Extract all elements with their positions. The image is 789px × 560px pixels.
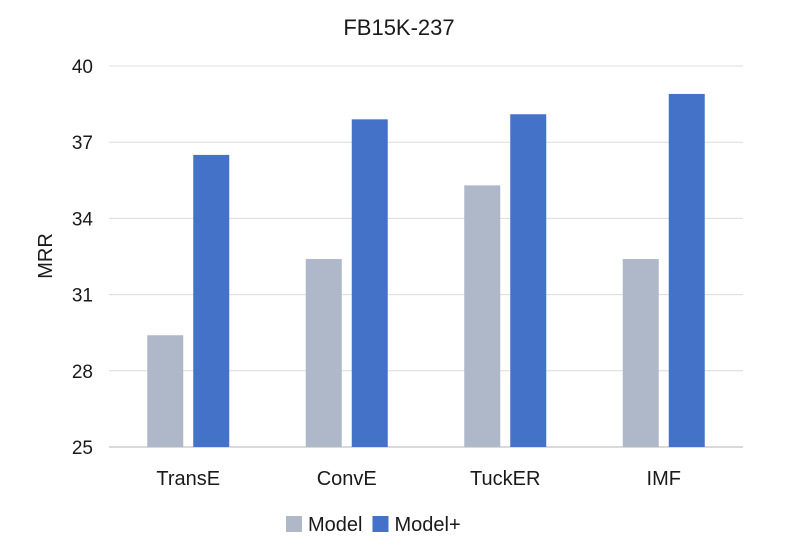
bar-transe-model [147, 335, 184, 447]
bar-imf-model-plus [668, 93, 705, 447]
bar-tucker-model-plus [510, 114, 547, 447]
bar-transe-model-plus [193, 154, 230, 447]
bar-conve-model-plus [351, 119, 388, 447]
y-tick-label: 34 [72, 209, 94, 230]
y-tick-label: 37 [72, 133, 93, 154]
bar-conve-model [305, 259, 342, 447]
y-tick-label: 25 [72, 438, 93, 459]
chart-title: FB15K-237 [343, 15, 454, 40]
y-tick-label: 40 [72, 57, 93, 78]
legend-label: Model [308, 514, 362, 536]
y-tick-label: 31 [72, 286, 93, 307]
x-category-label: ConvE [317, 468, 377, 490]
legend-swatch-model [286, 516, 302, 532]
x-category-labels: TransE ConvE TuckER IMF [156, 468, 681, 490]
bar-imf-model [622, 259, 659, 447]
legend: Model Model+ [286, 514, 461, 536]
legend-swatch-model-plus [372, 516, 389, 532]
x-category-label: TransE [156, 468, 220, 490]
y-axis-title: MRR [35, 233, 57, 279]
x-category-label: IMF [647, 468, 681, 490]
y-tick-label: 28 [72, 362, 93, 383]
bar-tucker-model [464, 185, 501, 447]
x-category-label: TuckER [470, 468, 540, 490]
y-tick-labels: 25 28 31 34 37 40 [72, 57, 94, 459]
legend-label: Model+ [394, 514, 460, 536]
bars [147, 93, 705, 447]
